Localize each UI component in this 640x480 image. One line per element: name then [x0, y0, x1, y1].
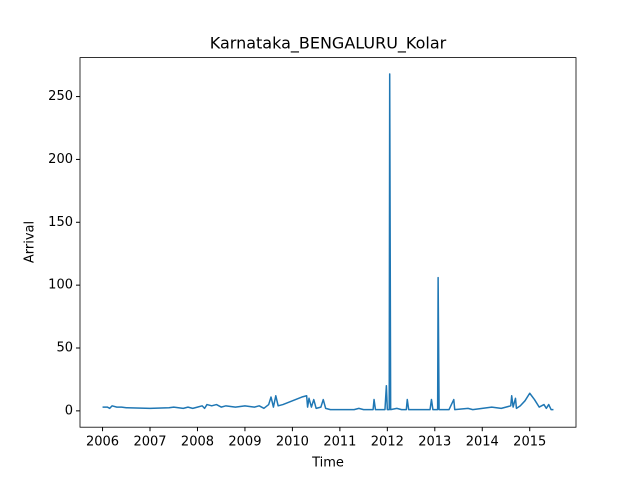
- y-tick-label: 100: [48, 278, 73, 293]
- x-tick-label: 2011: [323, 435, 356, 450]
- x-tick-label: 2014: [466, 435, 499, 450]
- plot-frame: [79, 57, 577, 428]
- y-tick-label: 50: [56, 341, 73, 356]
- x-tick-label: 2007: [133, 435, 166, 450]
- x-tick-label: 2006: [86, 435, 119, 450]
- chart-title: Karnataka_BENGALURU_Kolar: [210, 34, 447, 54]
- y-tick-label: 150: [48, 215, 73, 230]
- x-axis-label: Time: [311, 456, 344, 471]
- x-tick-label: 2012: [371, 435, 404, 450]
- x-tick-label: 2009: [228, 435, 261, 450]
- y-tick-label: 0: [65, 403, 73, 418]
- x-tick-label: 2013: [418, 435, 451, 450]
- data-line: [102, 73, 554, 411]
- x-tick-label: 2010: [276, 435, 309, 450]
- x-tick-label: 2008: [181, 435, 214, 450]
- y-axis-label: Arrival: [23, 221, 38, 263]
- y-tick-label: 250: [48, 89, 73, 104]
- y-tick-label: 200: [48, 152, 73, 167]
- x-tick-label: 2015: [513, 435, 546, 450]
